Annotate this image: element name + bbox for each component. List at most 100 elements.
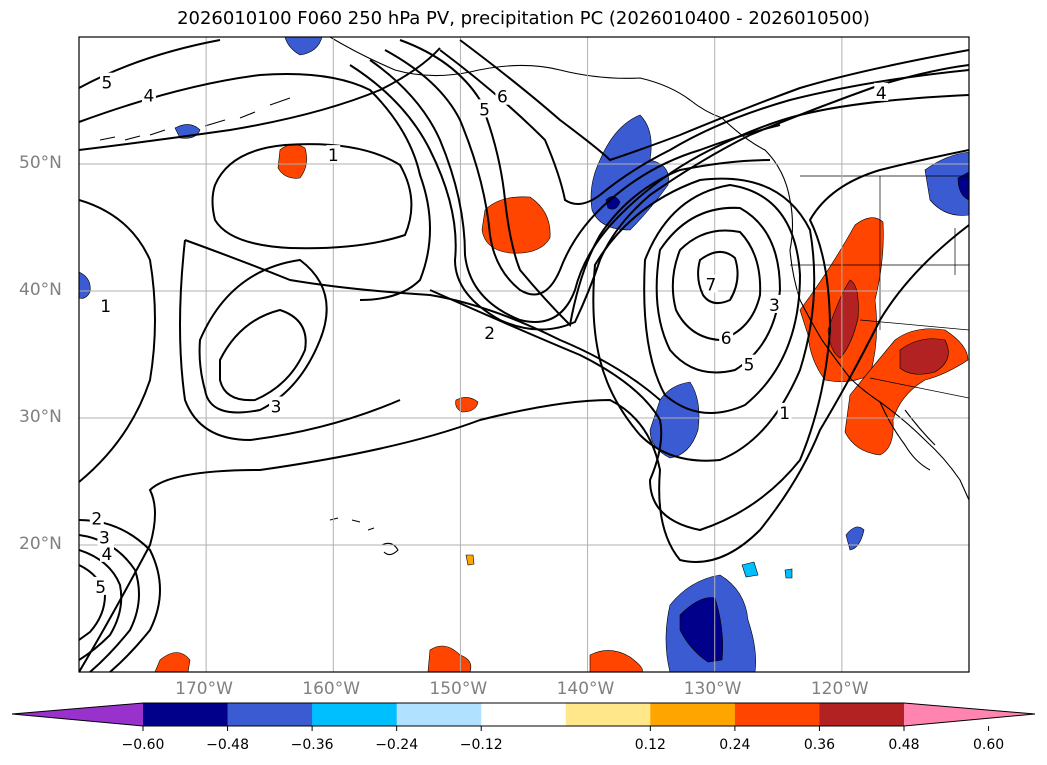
aleutian-islands [99,97,291,141]
colorbar-tick-label: 0.12 [634,737,666,753]
us-mexico-border [869,377,969,399]
precip-pos-small-b [465,554,475,566]
pv-contour-label: 5 [744,356,755,376]
north-america-coast [789,199,969,501]
colorbar-segment [734,703,820,726]
colorbar-segment [227,703,313,726]
baja-california [879,401,936,471]
precip-pos-hawaii-north [277,144,307,179]
lon-tick-label: 160°W [302,679,361,699]
colorbar-extend-min [12,703,143,726]
precip-pos-baja-core [899,338,949,375]
pv-contour-label-bg [477,99,492,118]
precip-neg-small-b [741,561,759,578]
lat-tick-label: 20°N [19,534,62,554]
pv-contour-4-low [643,183,802,414]
pv-contour-label: 4 [876,84,887,104]
pv-contour-3-ridge [349,64,969,331]
pv-contour-label: 6 [721,329,732,349]
pv-contour-label: 1 [779,404,790,424]
pv-contour-3-north [79,47,441,151]
pv-contour-label-bg [99,543,114,562]
precip-neg-canada-core [957,171,969,201]
chart-title: 2026010100 F060 250 hPa PV, precipitatio… [177,8,870,29]
pv-contour-label-bg [874,82,889,101]
precip-neg-small-a [845,526,865,551]
pv-contour-label: 7 [705,276,716,296]
pv-contour-label: 2 [484,324,495,344]
lon-tick-label: 130°W [683,679,742,699]
lon-tick-label: 140°W [556,679,615,699]
precip-neg-west [79,271,91,299]
pv-contour-label-bg [326,145,341,164]
precip-pos-small-a [455,397,479,413]
precip-neg-canada [924,151,969,216]
pv-contour-2-sw [79,519,161,672]
pv-contour-5-sw [79,564,107,641]
pv-contour-2-west [179,239,661,442]
pv-contours [79,39,969,672]
pv-contour-label-bg [93,576,108,595]
pv-contour-label-bg [719,327,734,346]
pv-contour-5-low [655,206,782,374]
precip-neg-small-c [784,568,793,579]
precip-neg-south-core [679,597,723,663]
pv-contour-3-west-low [219,308,307,402]
pv-contour-label-bg [89,508,104,527]
pv-contour-5-north [79,39,221,89]
colorbar-segment [143,703,229,726]
pv-contour-label: 1 [328,146,339,166]
pv-contour-4-sw [79,549,123,661]
pv-contour-label-bg [742,354,757,373]
pv-contour-label-bg [777,402,792,421]
pv-contour-label: 1 [100,297,111,317]
lon-tick-label: 170°W [175,679,233,699]
lon-tick-label: 120°W [810,679,869,699]
lat-tick-label: 50°N [19,153,62,173]
colorbar-tick-label: −0.24 [375,737,419,753]
pv-contour-label-bg [98,296,113,315]
pv-contour-label: 3 [769,296,780,316]
pv-contour-label: 5 [102,74,113,94]
pv-contour-4-north [79,73,431,301]
colorbar-segment [650,703,736,726]
colorbar-tick-label: 0.48 [888,737,920,753]
pv-contour-label-bg [767,294,782,313]
colorbar-tick-label: 0.36 [803,737,836,753]
colorbar-tick-label: 0.24 [719,737,751,753]
pv-contour-label-bg [482,322,497,341]
precip-pos-south-c [154,652,191,672]
colorbar-tick-label: −0.36 [290,737,334,753]
pv-contour-2-low [429,149,969,532]
colorbar-tick-label: −0.60 [121,737,165,753]
pv-contour-5-ridge [384,49,781,296]
precip-pos-south-b [589,650,643,672]
colorbar-segment [819,703,905,726]
gridlines [79,37,969,672]
pv-contour-label: 3 [99,528,110,548]
pv-contour-label: 4 [102,545,113,565]
pv-contour-label-bg [97,527,112,546]
pv-contour-label: 4 [144,86,155,106]
pv-contour-label: 5 [479,100,490,120]
pv-contour-label-bg [269,396,284,415]
colorbar [11,702,1036,731]
pv-contour-3-west [198,258,328,414]
colorbar-segment [481,703,567,726]
colorbar-tick-label: −0.48 [206,737,249,753]
pv-contour-label: 6 [497,88,508,108]
pv-contour-7-low [697,251,739,305]
precip-neg-north-b [284,37,323,56]
colorbar-tick-label: −0.12 [459,737,503,753]
pv-contour-1-east [79,224,969,672]
colorbar-segment [565,703,651,726]
hawaii-islands [329,517,399,556]
pv-contour-6-low [671,229,762,342]
lon-tick-label: 150°W [429,679,488,699]
lat-tick-label: 40°N [19,280,62,300]
coastlines [99,37,969,556]
pv-contour-3-low [592,177,816,462]
pv-contour-label-bg [495,86,510,105]
